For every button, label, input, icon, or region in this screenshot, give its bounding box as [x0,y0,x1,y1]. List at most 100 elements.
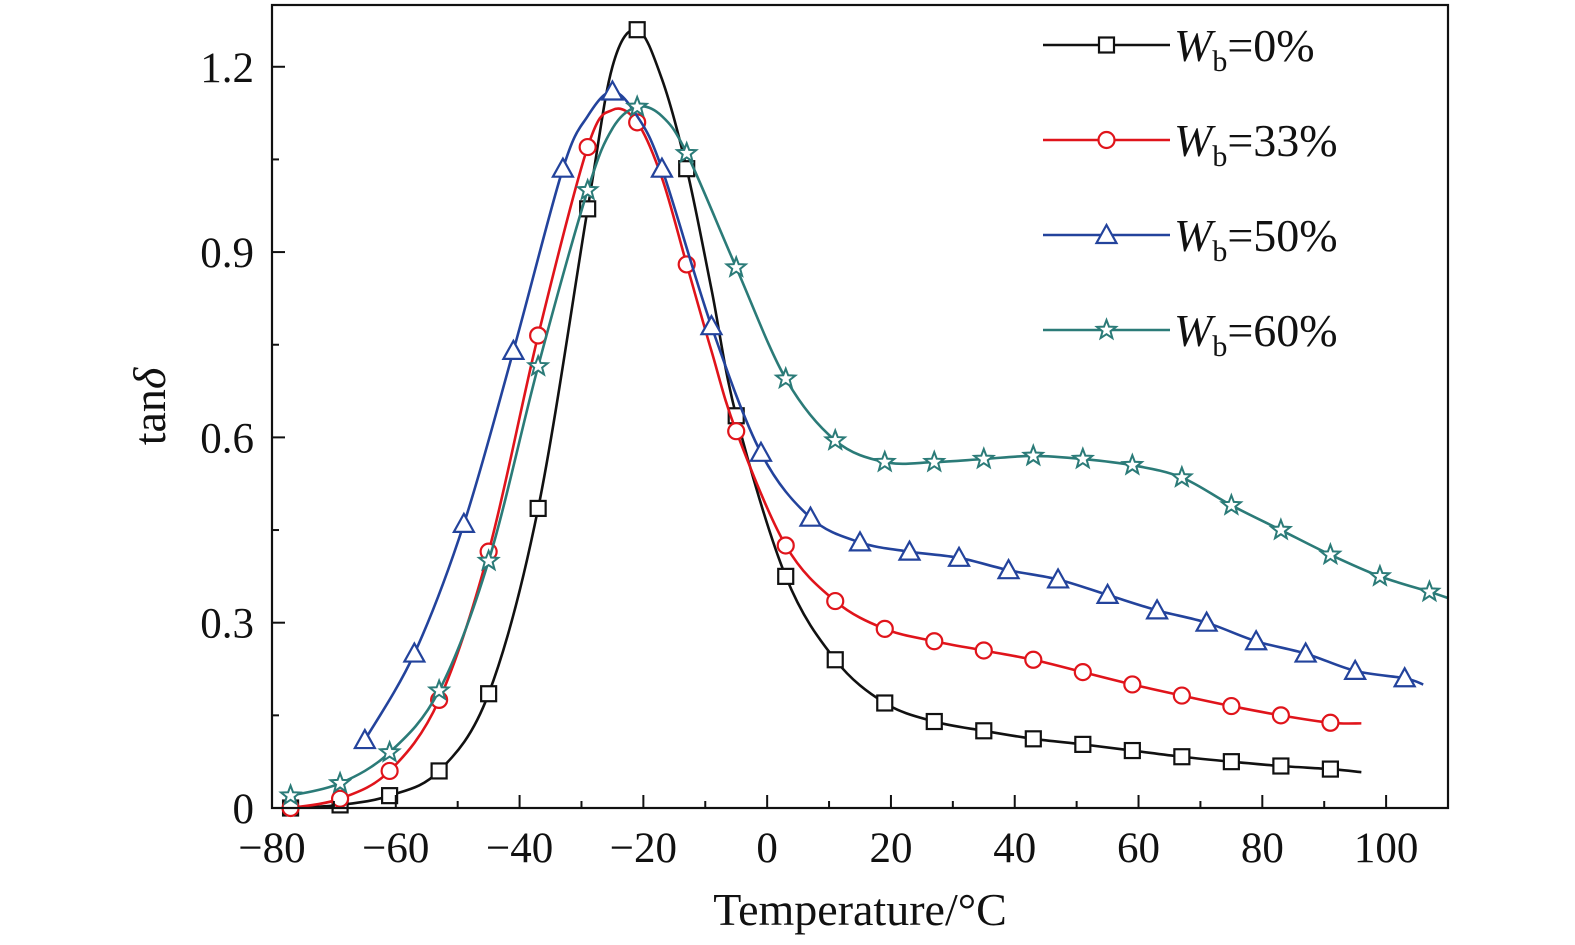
series-0-marker-2 [381,787,399,805]
series-2-marker-10 [848,530,872,552]
series-3-marker-2 [377,739,402,763]
series-1-marker-2 [380,761,399,781]
legend: Wb=0%Wb=33%Wb=50%Wb=60% [1043,20,1338,363]
y-axis-title-greek: δ [124,367,175,389]
series-3-marker-1 [327,770,353,794]
series-2-line [363,90,1424,741]
series-3-marker-12 [872,449,897,473]
y-axis-title: tanδ [124,367,175,445]
series-1-marker-11 [826,591,845,611]
series-3 [278,94,1449,807]
legend-label-1: Wb=33% [1174,115,1338,173]
series-1-marker-15 [1024,650,1043,669]
x-tick-label: 100 [1354,825,1419,872]
legend-item-0: Wb=0% [1043,20,1315,78]
series-3-marker-18 [1169,464,1195,488]
axes-layer: −80 −60 −40 −20 0 20 40 60 80 100 0 0.3 0.6 0.9 1.2 [200,3,1450,872]
series-0-marker-20 [1272,757,1290,775]
legend-item-3: Wb=60% [1043,305,1338,363]
series-1-marker-19 [1222,696,1241,716]
legend-label-2: Wb=50% [1174,210,1338,268]
series-2-marker-0 [352,727,377,750]
y-tick-label: 0.3 [200,601,254,648]
series-2-marker-13 [996,557,1021,580]
series-0-marker-5 [529,499,547,518]
series-1-marker-10 [776,536,795,555]
series-0-marker-13 [925,712,943,731]
series-2-marker-16 [1145,598,1169,620]
series-3-marker-17 [1120,452,1145,476]
series-3-marker-23 [1417,578,1442,603]
x-tick-label: −80 [238,825,305,872]
series-3-marker-5 [525,353,551,377]
x-tick-label: 20 [869,825,912,872]
series-2 [352,79,1424,750]
legend-label-3: Wb=60% [1174,305,1338,363]
series-0-marker-10 [777,567,795,585]
y-tick-label: 0.9 [200,230,254,277]
series-0-marker-4 [480,685,498,703]
legend-label-sub: b [1212,45,1227,78]
series-0-marker-17 [1123,741,1141,760]
series-0-marker-14 [975,722,993,740]
series-2-marker-17 [1194,610,1219,632]
series-3-marker-15 [1021,443,1046,467]
series-2-marker-9 [798,505,823,527]
series-3-marker-21 [1318,541,1343,566]
x-tick-label: −20 [610,825,677,872]
x-tick-label: 60 [1117,825,1160,872]
plot-frame [270,3,1450,810]
legend-label-rest: =0% [1227,20,1314,71]
series-2-marker-14 [1046,567,1070,589]
series-3-marker-8 [674,140,699,164]
x-axis-title: Temperature/°C [713,884,1007,935]
x-tick-label: −40 [486,825,553,872]
series-2-marker-2 [452,511,476,533]
series-0-marker-19 [1222,753,1240,771]
legend-marker-1 [1097,130,1116,150]
series-2-marker-7 [699,313,724,336]
series-1-marker-21 [1321,713,1340,732]
series-3-marker-10 [773,365,798,390]
legend-label-0: Wb=0% [1174,20,1315,78]
series-2-marker-4 [551,156,575,178]
legend-item-1: Wb=33% [1043,115,1338,173]
series-2-marker-3 [501,338,526,361]
series-0-marker-21 [1321,760,1340,778]
x-tick-label: 40 [993,825,1036,872]
x-tick-label: 80 [1241,825,1284,872]
series-2-marker-12 [947,545,971,567]
series-1-marker-18 [1172,686,1191,705]
legend-label-rest: =60% [1227,305,1337,356]
legend-label-var: W [1174,20,1216,71]
x-tick-label: 0 [756,825,778,872]
legend-label-var: W [1174,305,1216,356]
series-1-marker-13 [925,632,944,651]
series-1-marker-6 [578,137,597,157]
series-3-marker-9 [723,254,749,278]
series-2-marker-15 [1095,582,1120,604]
series-2-marker-6 [650,156,674,178]
series-1-marker-20 [1271,706,1290,725]
series-0-marker-11 [826,651,844,669]
legend-label-var: W [1174,210,1216,261]
legend-label-sub: b [1212,330,1227,363]
series-3-line [290,105,1449,797]
series-3-marker-6 [575,177,600,201]
legend-marker-2 [1094,222,1119,245]
series-1-marker-14 [974,641,993,660]
legend-item-2: Wb=50% [1043,210,1338,268]
series-2-marker-5 [600,79,625,101]
legend-label-var: W [1174,115,1216,166]
legend-label-rest: =33% [1227,115,1337,166]
y-tick-label: 1.2 [200,45,254,92]
series-3-marker-13 [922,449,947,473]
series-3-marker-19 [1219,492,1244,516]
series-1-marker-16 [1073,663,1092,682]
legend-label-sub: b [1212,140,1227,173]
series-3-marker-3 [426,677,452,702]
series-2-marker-1 [402,641,427,663]
series-3-marker-0 [278,782,303,807]
series-0-marker-12 [876,694,894,712]
